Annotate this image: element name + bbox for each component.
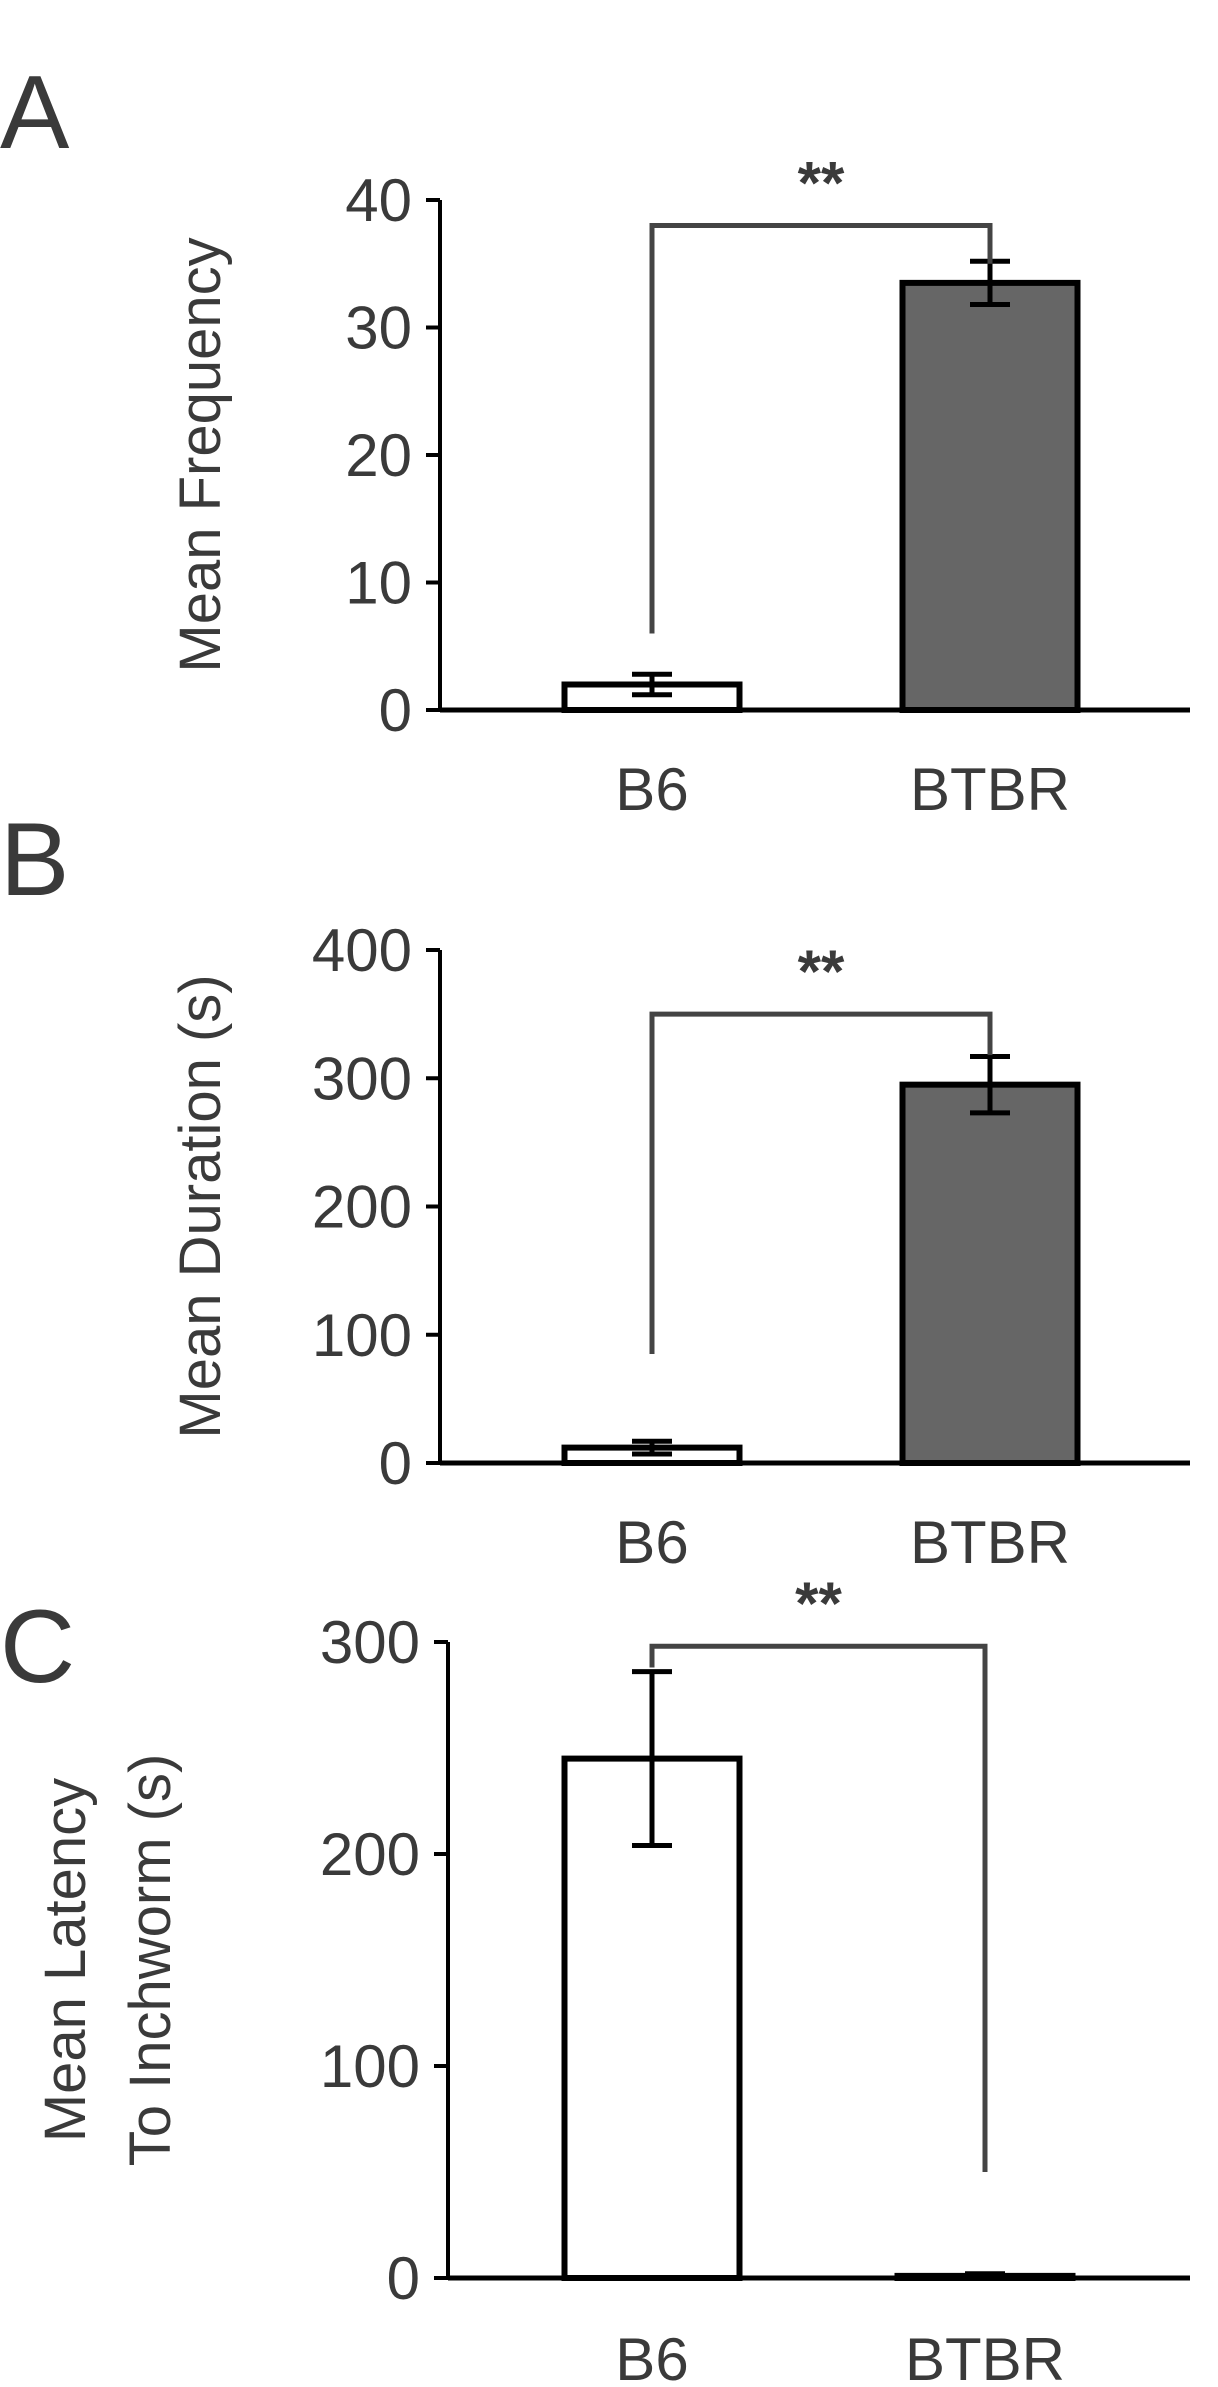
- significance-label: **: [795, 1570, 842, 1637]
- y-axis-label: Mean Duration (s): [168, 974, 233, 1438]
- y-tick-label: 0: [379, 677, 412, 744]
- y-tick-label: 100: [320, 2033, 420, 2100]
- category-label: B6: [615, 1509, 688, 1576]
- panel-b: B 0 100 200 300 400 Mean Duration (s) B6 BTBR **: [0, 770, 1218, 1576]
- y-tick-label: 100: [312, 1302, 412, 1369]
- y-tick-label: 20: [345, 422, 412, 489]
- y-axis-label: Mean Latency: [33, 1778, 98, 2142]
- category-label: B6: [615, 2326, 688, 2387]
- y-tick-label: 200: [320, 1821, 420, 1888]
- panel-letter: C: [0, 1589, 75, 1705]
- latency-chart: C 0 100 200 300 Mean Latency To Inchworm (s) B6…: [0, 1570, 1190, 2387]
- significance-label: **: [798, 150, 845, 217]
- significance-bracket: [649, 223, 993, 634]
- bar: [899, 1081, 1081, 1466]
- category-label: BTBR: [905, 2326, 1065, 2387]
- y-tick-label: 300: [312, 1045, 412, 1112]
- category-label: B6: [615, 756, 688, 823]
- y-tick-label: 0: [387, 2245, 420, 2312]
- duration-chart: B 0 100 200 300 400 Mean Duration (s) B6 BTBR **: [0, 802, 1190, 1576]
- panel-letter: A: [0, 55, 70, 171]
- frequency-chart: A 0 10 20 30 40 Mean Frequency B6 BTBR **: [0, 55, 1190, 823]
- panel-a: A 0 10 20 30 40 Mean Frequency B6 BTBR **: [0, 0, 1218, 823]
- significance-label: **: [798, 938, 845, 1005]
- y-axis-label: To Inchworm (s): [118, 1754, 183, 2167]
- y-tick-label: 0: [379, 1430, 412, 1497]
- significance-bracket: [649, 1011, 993, 1354]
- panel-c: C 0 100 200 300 Mean Latency To Inchworm (s) B6…: [0, 1540, 1218, 2387]
- y-tick-label: 30: [345, 295, 412, 362]
- y-tick-label: 200: [312, 1174, 412, 1241]
- significance-bracket: [649, 1643, 988, 2172]
- y-tick-label: 300: [320, 1609, 420, 1676]
- panel-letter: B: [0, 802, 69, 918]
- bar: [899, 279, 1081, 713]
- y-axis-label: Mean Frequency: [168, 237, 233, 672]
- category-label: BTBR: [910, 1509, 1070, 1576]
- y-tick-label: 400: [312, 917, 412, 984]
- y-tick-label: 40: [345, 167, 412, 234]
- y-tick-label: 10: [345, 550, 412, 617]
- category-label: BTBR: [910, 756, 1070, 823]
